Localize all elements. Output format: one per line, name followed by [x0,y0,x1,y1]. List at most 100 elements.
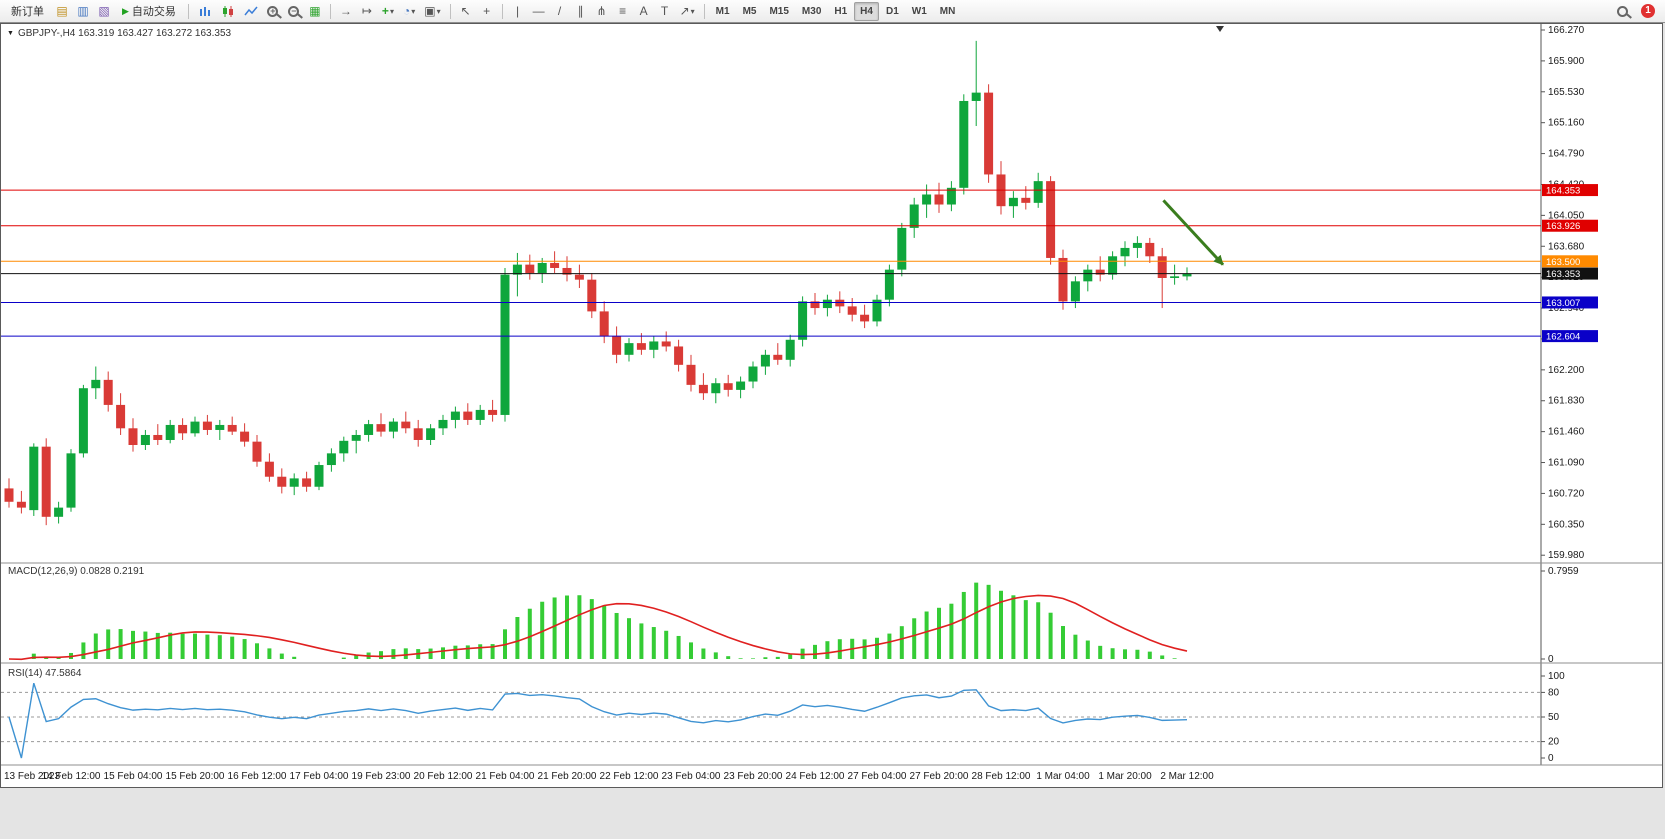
candle [66,453,76,508]
macd-histogram-bar [180,633,185,659]
timeframe-w1-button[interactable]: W1 [911,5,927,17]
zoom-in-button[interactable]: + [263,2,283,21]
toolbar-separator [501,3,503,19]
pitchfork-tool-button[interactable]: ⋔ [596,4,607,18]
rsi-line [8,682,1188,759]
macd-histogram-bar [788,654,793,659]
crosshair-tool-button[interactable]: + [483,4,491,18]
candle [488,409,498,415]
candle [215,424,225,430]
search-button[interactable] [1612,2,1632,21]
timeframe-m1-button[interactable]: M1 [715,5,730,17]
autotrading-button[interactable]: ▶ 自动交易 [115,2,183,21]
candle [897,227,907,270]
timeframe-d1-button[interactable]: D1 [885,5,899,17]
macd-histogram-bar [1048,612,1053,659]
new-chart-icon[interactable]: ▤ [56,4,68,18]
candle [41,446,51,517]
tile-windows-button[interactable]: ▦ [309,4,321,18]
zoom-out-button[interactable]: − [284,2,304,21]
macd-histogram-bar [1073,634,1078,659]
candle [289,478,299,487]
chart-canvas[interactable]: 166.270165.900165.530165.160164.790164.4… [1,24,1662,787]
indicators-button[interactable]: + ▾ [378,2,398,21]
macd-histogram-bar [441,647,445,659]
search-icon [1616,5,1628,17]
candle [785,339,795,360]
new-order-button[interactable]: 新订单 [4,2,51,21]
timeframe-h1-button[interactable]: H1 [834,5,848,17]
timeframe-m30-button[interactable]: M30 [801,5,822,17]
trendline-tool-button[interactable]: / [557,4,562,18]
auto-scroll-button[interactable]: → [339,4,352,18]
macd-histogram-bar [912,618,917,659]
svg-text:15 Feb 20:00: 15 Feb 20:00 [166,771,225,782]
svg-text:100: 100 [1548,671,1565,682]
candle [649,341,659,350]
candle [202,421,212,430]
shapes-tool-button[interactable]: ↗ ▾ [676,2,699,21]
svg-text:2 Mar 12:00: 2 Mar 12:00 [1160,771,1214,782]
data-window-icon[interactable]: ▧ [98,4,110,18]
macd-histogram-bar [1172,658,1177,659]
svg-text:21 Feb 04:00: 21 Feb 04:00 [476,771,535,782]
vertical-line-tool-button[interactable]: | [516,4,520,18]
timeframe-h4-button[interactable]: H4 [854,1,879,21]
bar-chart-icon [199,6,210,16]
macd-histogram-bar [899,626,904,659]
svg-text:24 Feb 12:00: 24 Feb 12:00 [786,771,845,782]
cursor-tool-button[interactable]: ↖ [460,4,471,18]
candle [736,381,746,390]
macd-histogram-bar [490,644,495,659]
candle [872,299,882,322]
candle [240,431,250,442]
svg-text:162.604: 162.604 [1546,332,1580,343]
one-click-trading-toggle[interactable]: ▼ [7,30,14,37]
macd-histogram-bar [1110,648,1115,659]
candle [959,100,969,188]
templates-button[interactable]: ▣ ▾ [420,2,444,21]
profiles-icon[interactable]: ▥ [77,4,89,18]
candle [1170,276,1180,278]
macd-histogram-bar [1160,655,1165,659]
line-chart-button[interactable] [240,2,262,21]
candle [252,441,262,462]
chart-shift-button[interactable]: ↦ [361,4,372,18]
candle [1021,197,1031,203]
horizontal-line-tool-button[interactable]: — [532,4,545,18]
toolbar-separator [329,3,331,19]
notification-badge[interactable]: 1 [1641,4,1655,18]
macd-histogram-bar [428,648,433,659]
candle [1046,181,1056,258]
macd-histogram-bar [726,656,731,659]
macd-histogram-bar [56,657,61,659]
trend-arrow-annotation[interactable] [1162,199,1225,266]
timeframe-mn-button[interactable]: MN [939,5,956,17]
candle [1145,242,1155,257]
svg-text:165.160: 165.160 [1548,118,1585,129]
label-tool-button[interactable]: T [660,4,669,18]
channel-tool-button[interactable]: ∥ [577,4,584,18]
timeframe-m5-button[interactable]: M5 [742,5,757,17]
text-tool-button[interactable]: A [639,4,648,18]
timeframe-m15-button[interactable]: M15 [769,5,789,17]
macd-histogram-bar [602,605,607,659]
macd-histogram-bar [862,639,867,659]
candle [4,488,14,502]
macd-histogram-bar [1011,595,1016,659]
macd-histogram-bar [999,590,1003,659]
candle [773,354,783,360]
candle [525,264,535,273]
fibonacci-tool-button[interactable]: ≡ [619,4,627,18]
candlestick-chart-button[interactable] [217,2,239,21]
bar-chart-button[interactable] [194,2,216,21]
periods-button[interactable]: ◔ ▾ [399,2,419,21]
macd-histogram-bar [354,655,359,659]
svg-text:163.500: 163.500 [1546,257,1580,268]
price-line-label [1542,255,1598,268]
svg-text:80: 80 [1548,687,1560,698]
chart-shift-marker[interactable] [1216,26,1224,32]
candle [54,507,64,517]
